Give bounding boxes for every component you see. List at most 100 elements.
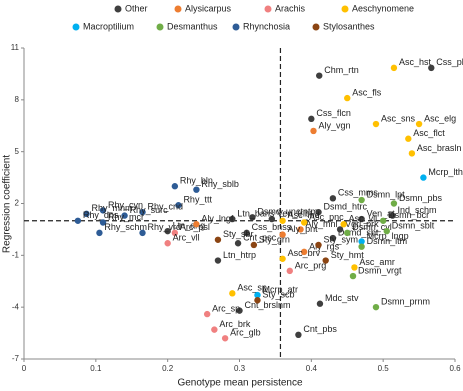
point [358,196,365,204]
point [74,217,82,224]
x-tick-label: 0.5 [378,364,390,373]
point-label: Dsmn_prnm [381,297,430,307]
point-label: Dsmn_lpt [367,189,406,199]
legend-marker [341,5,349,13]
point [415,120,423,128]
point [249,214,256,221]
point [390,200,398,207]
point [336,226,344,233]
point-label: Rhy_bln [180,176,213,186]
point-label: Dsmn_vrgt [358,265,402,275]
point [428,64,435,72]
point [315,241,322,249]
point [420,174,427,181]
point [372,120,380,128]
point [358,243,365,250]
point [229,290,236,297]
point [344,229,351,237]
point [139,229,146,237]
point [96,229,103,237]
point [164,227,171,235]
point [286,267,293,275]
x-axis-title: Genotype mean persistence [177,378,303,389]
point-label: Ltn_bans [237,208,275,218]
point-label: Dsmn_pbs [399,193,443,203]
point-label: Rhy_cyn [108,200,143,210]
point-label: Arc_prg [295,260,327,270]
legend-label: Other [125,3,148,13]
point [243,229,250,237]
point-label: Rhy_sblb [201,179,239,189]
point [351,264,358,271]
point-label: Aly_mnl [306,219,338,229]
point-label: Cnt_brslnm [245,300,291,310]
point-label: Arc_sp [212,303,240,313]
point-label: Asc_fls [352,87,382,97]
y-tick-label: 5 [15,147,20,156]
point-label: Mcrp_atr [262,284,298,294]
point [164,240,171,247]
point [250,241,258,249]
point [99,219,107,226]
point-label: Rhy_vrd [148,222,182,232]
legend-label: Rhynchosia [243,21,290,31]
point [279,217,286,224]
point-label: Arc_glb [230,328,261,338]
y-axis-title: Regression coefficient [2,155,13,253]
point-label: Css_flcn [316,108,351,118]
point-label: Dsmn_ltm [367,236,408,246]
y-tick-label: -4 [12,302,20,311]
point [372,303,380,311]
point [214,257,222,264]
point [300,219,308,226]
point-label: Asc_ind [288,210,320,220]
y-tick-label: 11 [11,43,20,52]
point [300,248,308,256]
point-label: Dsmn_bcr [388,210,429,220]
legend-label: Alysicarpus [185,3,232,13]
point [211,326,218,333]
point [297,226,304,233]
point [383,227,390,235]
point [329,195,337,202]
point-label: Rhy_schm [104,222,147,232]
point [83,210,90,218]
point [193,186,200,193]
point [229,215,236,223]
point [139,208,146,216]
point [279,231,286,238]
legend-label: Desmanthus [167,21,218,31]
point [308,115,315,123]
point [358,238,365,245]
point [254,297,261,304]
point-label: Ven_trlbt [277,208,313,218]
legend-marker [72,23,80,31]
x-tick-label: 0.3 [234,364,246,373]
point-label: Rhy_cnd [148,202,184,212]
point [316,72,323,79]
x-tick-label: 0.1 [90,364,102,373]
point [121,212,128,219]
point [203,310,211,318]
point-label: Dsmn_sblt [392,221,435,231]
point-label: Aly_vgn [318,120,350,130]
point [214,236,222,243]
point [315,208,322,216]
point [344,94,351,102]
point-label: Asc_brv [288,248,321,258]
point-label: Sty_hmt [331,250,365,260]
point [405,135,412,142]
point [390,64,398,72]
point [389,212,396,219]
legend-label: Arachis [275,3,306,13]
point-label: Sty_sym [324,234,359,244]
point-label: Css_mms [338,188,378,198]
point-label: Sty_grn [259,234,290,244]
point-label: Dsmd_sbt [338,227,379,237]
point-label: Asc_sns [381,113,416,123]
point [234,240,242,247]
point [329,234,337,242]
point [408,150,416,157]
x-tick-label: 0.4 [306,364,318,373]
y-tick-label: -7 [12,354,20,363]
